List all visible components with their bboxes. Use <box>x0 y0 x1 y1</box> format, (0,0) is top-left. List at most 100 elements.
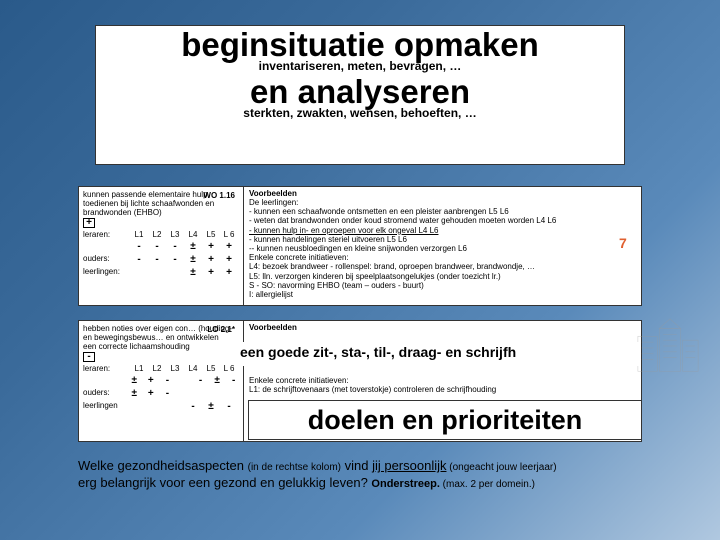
block1-divider <box>243 187 244 305</box>
col2-l6: L 6 <box>221 364 237 373</box>
cell: - <box>131 254 147 265</box>
cell: - <box>193 375 208 386</box>
col2-l5: L5 <box>203 364 219 373</box>
cell: ± <box>185 267 201 278</box>
cell <box>149 267 165 278</box>
subtitle-2: sterkten, zwakten, wensen, behoeften, … <box>96 106 624 120</box>
block1-code: WO 1.16 <box>199 191 239 200</box>
b2row0-label <box>83 375 125 386</box>
number-seven: 7 <box>619 235 627 251</box>
bt-1a: Welke gezondheidsaspecten <box>78 458 248 473</box>
subtitle-1: inventariseren, meten, bevragen, … <box>96 59 624 73</box>
cell: - <box>149 241 165 252</box>
cell: ± <box>127 388 142 399</box>
vb-l1: - weten dat brandwonden onder koud strom… <box>249 216 637 225</box>
block2-row-2: leerlingen - ± - <box>83 401 241 412</box>
cell: ± <box>127 375 142 386</box>
vb2-l0: L1: de schrijftovenaars (met toverstokje… <box>249 385 637 394</box>
vb-l3: - kunnen handelingen steriel uitvoeren L… <box>249 235 637 244</box>
cell: + <box>221 254 237 265</box>
block2-left: LO 2.1* hebben noties over eigen con… (h… <box>83 323 241 412</box>
cell <box>167 401 183 412</box>
cell <box>131 401 147 412</box>
col-l5: L5 <box>203 230 219 239</box>
bt-2b: Onderstreep. <box>371 478 439 490</box>
vb-lead: De leerlingen: <box>249 198 637 207</box>
grid-label-leraren: leraren: <box>83 230 129 239</box>
vb-l0: - kunnen een schaafwonde ontsmetten en e… <box>249 207 637 216</box>
cell <box>226 388 241 399</box>
cell <box>131 267 147 278</box>
cell: - <box>226 375 241 386</box>
col2-l4: L4 <box>185 364 201 373</box>
grid-label-leraren2: leraren: <box>83 364 129 373</box>
col-l4: L4 <box>185 230 201 239</box>
col2-l2: L2 <box>149 364 165 373</box>
doelen-panel: doelen en prioriteiten <box>248 400 642 440</box>
cell <box>149 401 165 412</box>
cell: ± <box>203 401 219 412</box>
bt-1d: jij persoonlijk <box>372 458 446 473</box>
plus-box-icon: + <box>83 218 95 228</box>
cell: - <box>149 254 165 265</box>
cell: + <box>144 375 159 386</box>
row2-label: leerlingen: <box>83 267 129 278</box>
col-l2: L2 <box>149 230 165 239</box>
col2-l1: L1 <box>131 364 147 373</box>
vb-l9: I: allergielijst <box>249 290 637 299</box>
block1-row-0: - - - ± + + <box>83 241 241 252</box>
cell: - <box>185 401 201 412</box>
block2-minusbox-wrap: - <box>83 352 241 362</box>
b2row2-label: leerlingen <box>83 401 129 412</box>
cell: + <box>203 254 219 265</box>
cell: + <box>203 267 219 278</box>
cell <box>167 267 183 278</box>
block2-row-1: ouders: ± + - <box>83 388 241 399</box>
block1-right: Voorbeelden De leerlingen: - kunnen een … <box>249 189 637 299</box>
block2-code: LO 2.1* <box>199 325 239 334</box>
cell <box>210 388 225 399</box>
row0-label <box>83 241 129 252</box>
block1-row-1: ouders: - - - ± + + <box>83 254 241 265</box>
cell: - <box>167 241 183 252</box>
header-panel: beginsituatie opmaken inventariseren, me… <box>95 25 625 165</box>
vb-l5: Enkele concrete initiatieven: <box>249 253 637 262</box>
vb-l7: L5: lln. verzorgen kinderen bij speelpla… <box>249 272 637 281</box>
voorbeelden2-title: Voorbeelden <box>249 323 637 332</box>
vb-l4: -- kunnen neusbloedingen en kleine snijw… <box>249 244 637 253</box>
col2-l3: L3 <box>167 364 183 373</box>
cell: ± <box>185 241 201 252</box>
cell <box>193 388 208 399</box>
bt-2c: (max. 2 per domein.) <box>440 479 535 490</box>
vb-l2: - kunnen hulp in- en oproepen voor elk o… <box>249 226 637 235</box>
block2-grid-header: leraren: L1 L2 L3 L4 L5 L 6 <box>83 364 241 373</box>
cell: - <box>167 254 183 265</box>
block2-divider <box>243 321 244 441</box>
cell: + <box>203 241 219 252</box>
block1-grid-header: leraren: L1 L2 L3 L4 L5 L 6 <box>83 230 241 239</box>
block1-plusbox-wrap: + <box>83 218 241 228</box>
cell: - <box>160 388 175 399</box>
cell: + <box>221 267 237 278</box>
col-l6: L 6 <box>221 230 237 239</box>
cell: + <box>221 241 237 252</box>
voorbeelden-title: Voorbeelden <box>249 189 637 198</box>
row1-label: ouders: <box>83 254 129 265</box>
bt-1b: (in de rechtse kolom) <box>248 462 341 473</box>
cell: + <box>144 388 159 399</box>
cell: - <box>221 401 237 412</box>
cell: ± <box>210 375 225 386</box>
col-l1: L1 <box>131 230 147 239</box>
cell <box>177 388 192 399</box>
vb-l8: S - SO: navorming EHBO (team – ouders - … <box>249 281 637 290</box>
block1-row-2: leerlingen: ± + + <box>83 267 241 278</box>
block2-row-0: ± + - - ± - <box>83 375 241 386</box>
topic-block-1: WO 1.16 kunnen passende elementaire hulp… <box>78 186 642 306</box>
building-illustration-icon <box>634 316 702 376</box>
bt-1e: (ongeacht jouw leerjaar) <box>446 462 556 473</box>
cell: - <box>131 241 147 252</box>
minus-box-icon: - <box>83 352 95 362</box>
bt-1c: vind <box>341 458 372 473</box>
cell <box>177 375 192 386</box>
col-l3: L3 <box>167 230 183 239</box>
